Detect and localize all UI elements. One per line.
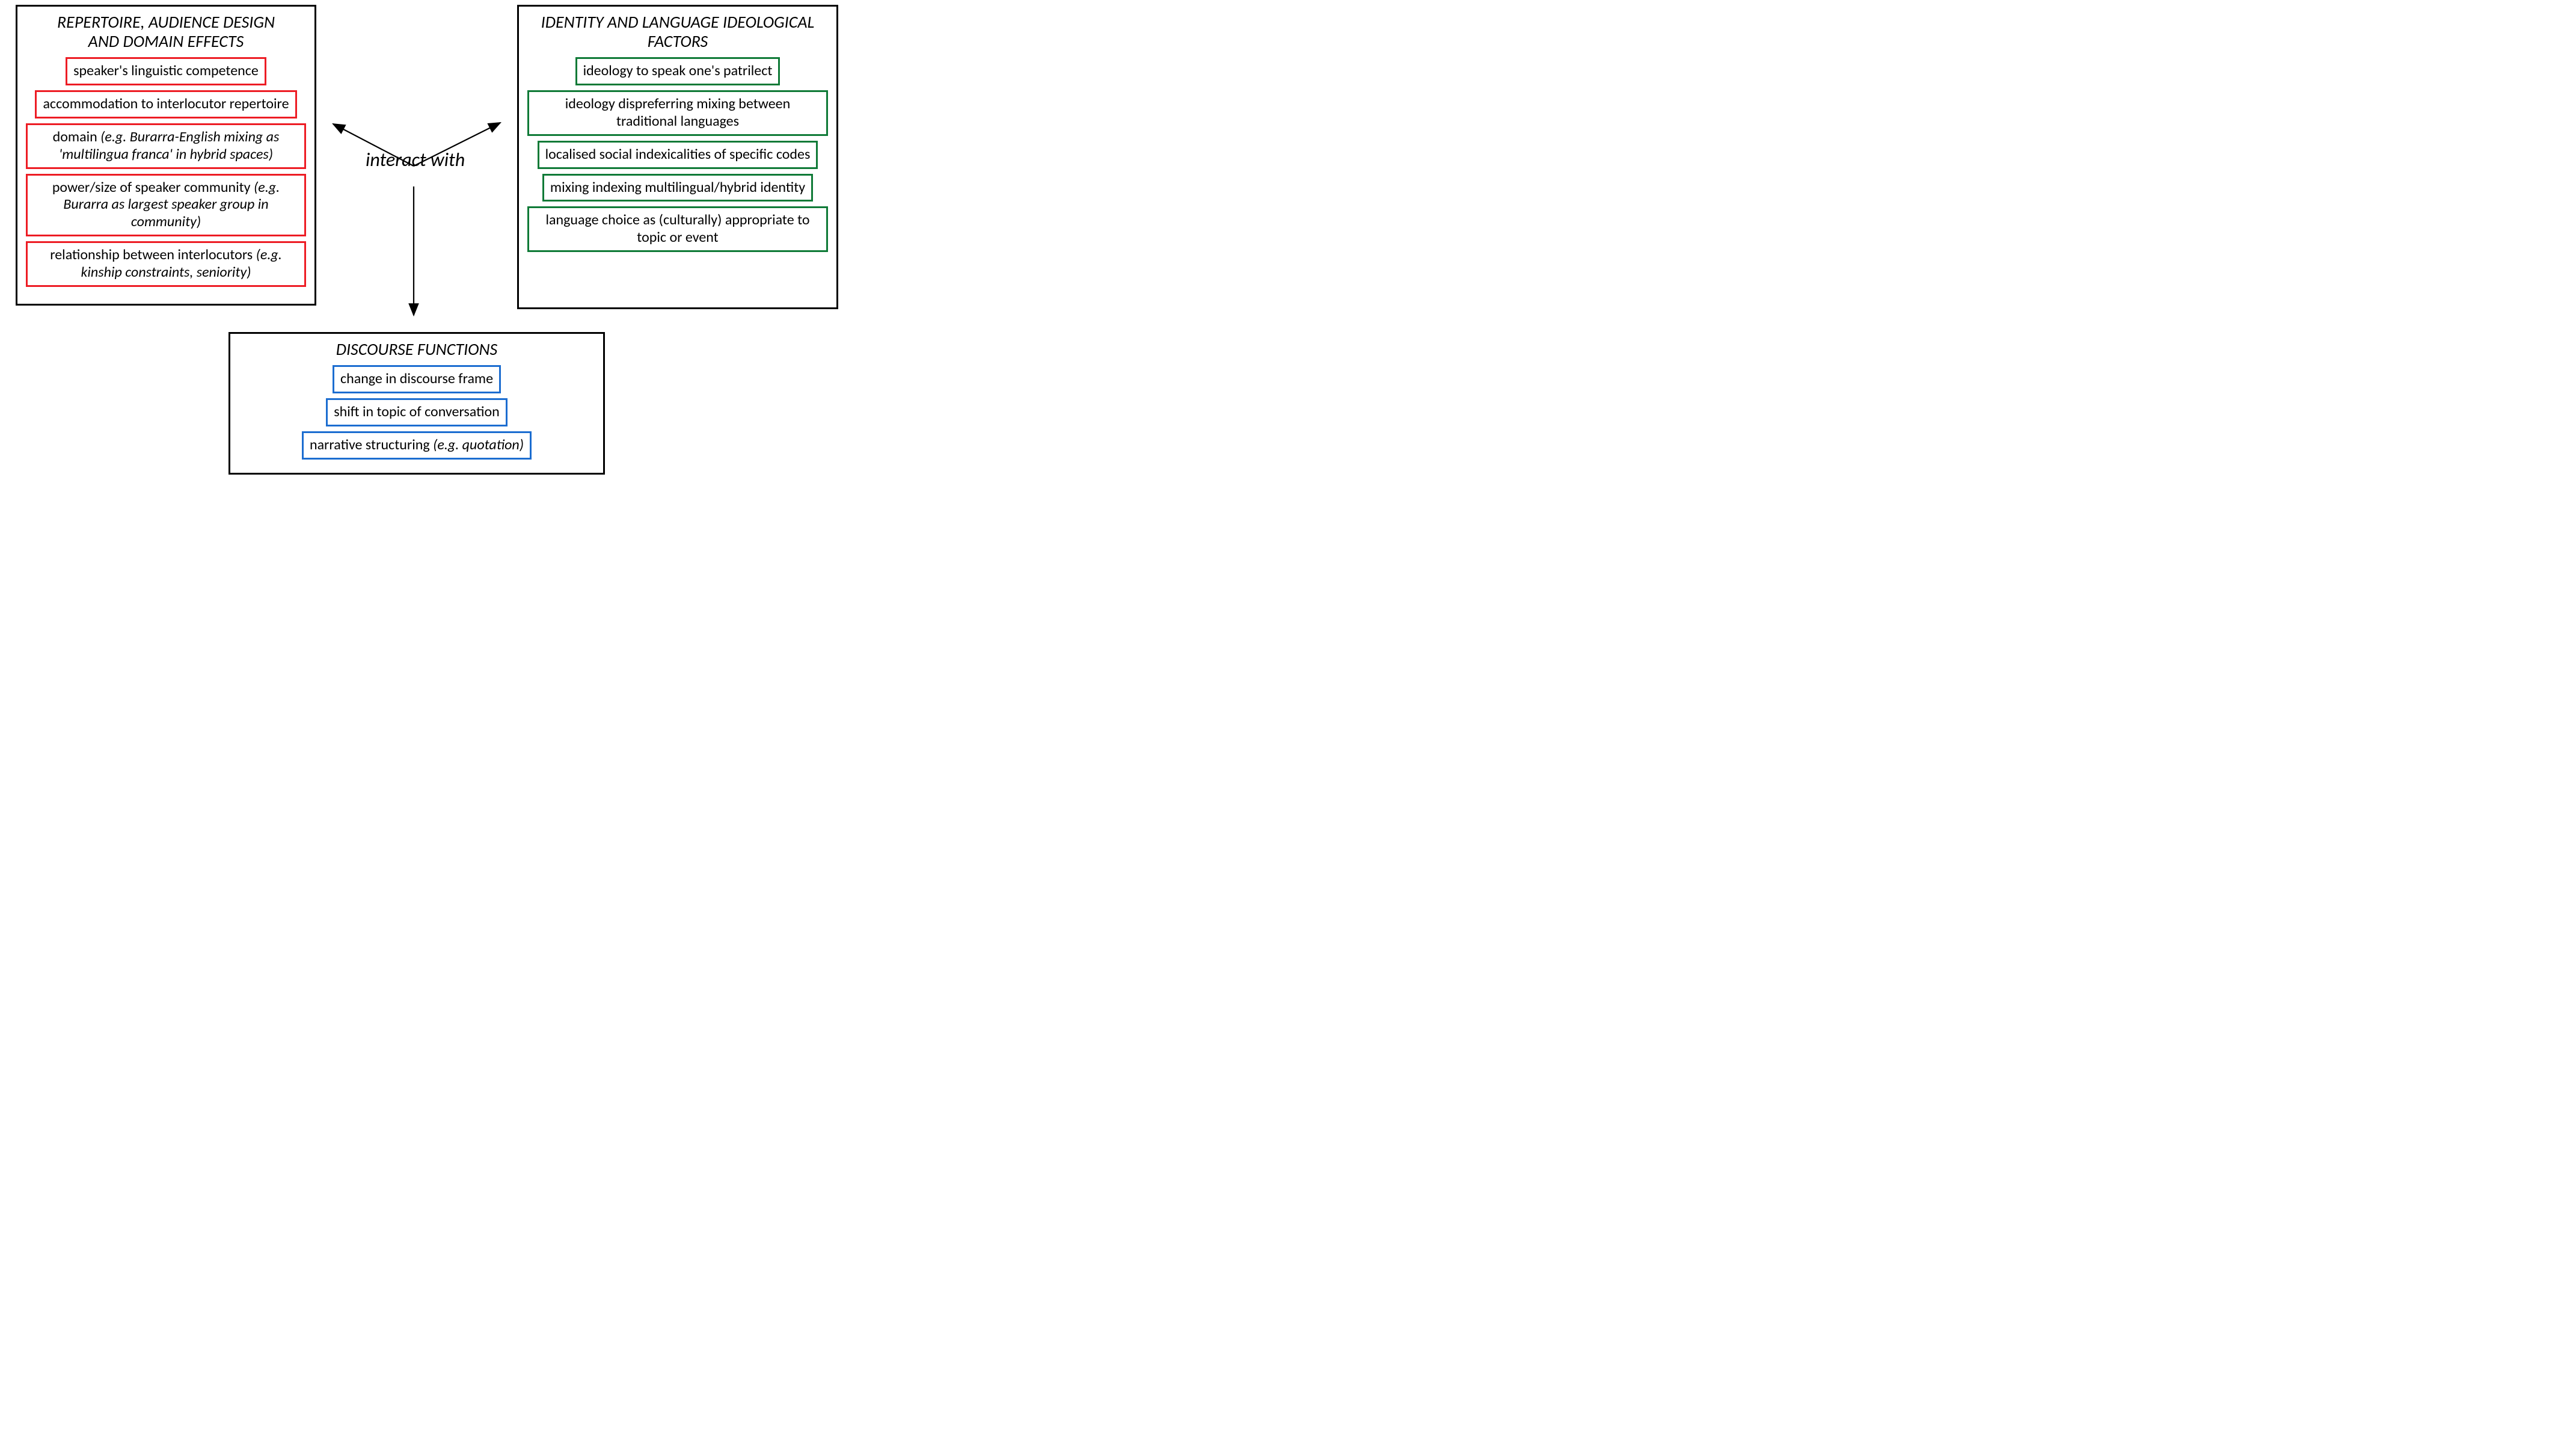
factor-box: power/size of speaker community (e.g. Bu… — [26, 174, 306, 236]
factor-text: relationship between interlocutors — [50, 246, 256, 263]
panel-bottom-items: change in discourse frame shift in topic … — [239, 365, 595, 459]
panel-left-title: REPERTOIRE, AUDIENCE DESIGN AND DOMAIN E… — [26, 13, 306, 51]
factor-text: language choice as (culturally) appropri… — [545, 211, 809, 246]
factor-box: relationship between interlocutors (e.g.… — [26, 241, 306, 287]
factor-text: narrative structuring — [310, 436, 433, 454]
factor-text: ideology dispreferring mixing between tr… — [565, 95, 790, 130]
title-line: IDENTITY AND LANGUAGE IDEOLOGICAL — [541, 11, 815, 32]
panel-identity: IDENTITY AND LANGUAGE IDEOLOGICAL FACTOR… — [517, 5, 838, 309]
factor-box: localised social indexicalities of speci… — [538, 141, 818, 169]
factor-box: mixing indexing multilingual/hybrid iden… — [542, 174, 813, 202]
factor-box: language choice as (culturally) appropri… — [527, 206, 828, 252]
factor-text: power/size of speaker community — [52, 179, 254, 196]
factor-text: domain — [53, 128, 100, 146]
panel-right-title: IDENTITY AND LANGUAGE IDEOLOGICAL FACTOR… — [527, 13, 828, 51]
title-line: FACTORS — [648, 31, 708, 52]
factor-text: change in discourse frame — [340, 370, 493, 387]
center-label: interact with — [366, 148, 465, 171]
panel-bottom-title: DISCOURSE FUNCTIONS — [239, 340, 595, 359]
factor-text: ideology to speak one's patrilect — [583, 62, 773, 79]
factor-box: ideology dispreferring mixing between tr… — [527, 90, 828, 136]
panel-right-items: ideology to speak one's patrilect ideolog… — [527, 57, 828, 252]
panel-repertoire: REPERTOIRE, AUDIENCE DESIGN AND DOMAIN E… — [16, 5, 316, 306]
factor-text: localised social indexicalities of speci… — [545, 146, 811, 163]
factor-text: speaker's linguistic competence — [73, 62, 259, 79]
factor-box: narrative structuring (e.g. quotation) — [302, 431, 532, 460]
factor-box: accommodation to interlocutor repertoire — [35, 90, 296, 118]
factor-box: ideology to speak one's patrilect — [575, 57, 780, 85]
title-line: REPERTOIRE, AUDIENCE DESIGN — [57, 11, 275, 32]
factor-example: (e.g. quotation) — [433, 436, 524, 454]
panel-left-items: speaker's linguistic competence accommoda… — [26, 57, 306, 286]
factor-text: shift in topic of conversation — [334, 403, 499, 420]
factor-box: speaker's linguistic competence — [66, 57, 266, 85]
factor-text: accommodation to interlocutor repertoire — [43, 95, 289, 112]
factor-box: shift in topic of conversation — [326, 398, 507, 426]
factor-text: mixing indexing multilingual/hybrid iden… — [550, 179, 805, 196]
factor-box: domain (e.g. Burarra-English mixing as '… — [26, 123, 306, 169]
title-line: AND DOMAIN EFFECTS — [88, 31, 244, 52]
factor-box: change in discourse frame — [333, 365, 501, 393]
panel-discourse: DISCOURSE FUNCTIONS change in discourse … — [228, 332, 605, 475]
